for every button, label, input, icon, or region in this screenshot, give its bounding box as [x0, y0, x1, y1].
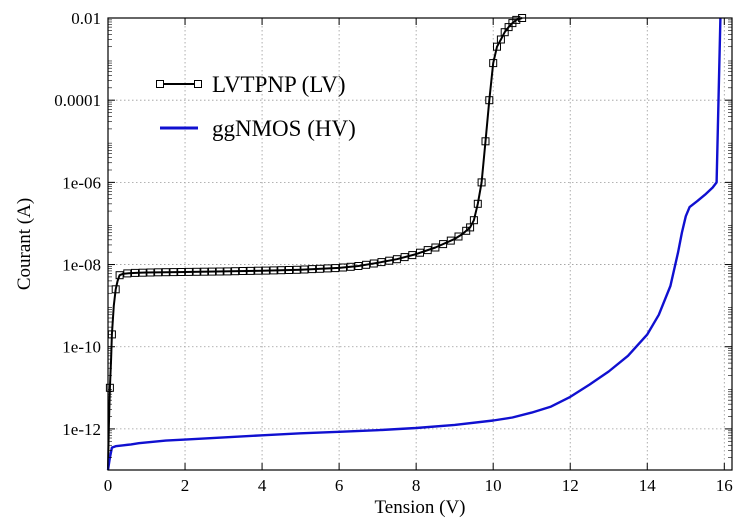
series-point-lvtpnp: [477, 178, 486, 187]
series-point-lvtpnp: [377, 258, 386, 267]
frame-layer: [107, 17, 733, 471]
x-axis-title: Tension (V): [374, 497, 465, 518]
series-point-lvtpnp: [439, 240, 448, 249]
series-point-lvtpnp: [485, 96, 494, 105]
series-point-lvtpnp: [105, 383, 114, 392]
x-tick-label: 10: [485, 476, 502, 495]
series-point-lvtpnp: [331, 264, 340, 273]
y-tick-label: 1e-06: [62, 173, 101, 192]
legend-label-lvtpnp: LVTPNP (LV): [212, 72, 346, 97]
x-tick-label: 4: [258, 476, 267, 495]
x-tick-label: 6: [335, 476, 344, 495]
series-point-lvtpnp: [131, 268, 139, 277]
x-tick-label: 0: [104, 476, 113, 495]
x-tick-label: 2: [181, 476, 190, 495]
series-point-lvtpnp: [238, 267, 247, 275]
series-point-lvtpnp: [454, 232, 463, 241]
series-point-lvtpnp: [123, 269, 132, 278]
series-point-lvtpnp: [115, 271, 124, 280]
x-tick-label: 16: [716, 476, 733, 495]
x-tick-label: 14: [639, 476, 657, 495]
series-point-lvtpnp: [489, 59, 498, 68]
series-point-lvtpnp: [323, 264, 332, 273]
series-point-lvtpnp: [385, 256, 394, 265]
y-tick-label: 0.01: [71, 9, 101, 28]
series-point-lvtpnp: [177, 268, 186, 276]
y-tick-label: 1e-08: [62, 256, 101, 275]
series-point-lvtpnp: [512, 15, 521, 24]
series-point-lvtpnp: [446, 236, 455, 245]
series-point-lvtpnp: [208, 267, 216, 276]
plot-frame: [107, 17, 733, 471]
legend-label-ggnmos: ggNMOS (HV): [212, 116, 356, 141]
series-point-lvtpnp: [308, 265, 317, 274]
series-point-lvtpnp: [473, 199, 482, 208]
y-tick-label: 1e-12: [62, 420, 101, 439]
tick-layer: 0 2 4 6 8 10 12 14 16 1e-12 1e-10 1e-08 1e-06 0.0001 0…: [54, 9, 733, 495]
legend-marker-lvtpnp: [194, 80, 202, 88]
series-point-lvtpnp: [277, 266, 286, 275]
series-point-lvtpnp: [254, 266, 263, 275]
series-point-lvtpnp: [154, 268, 163, 277]
series-point-lvtpnp: [231, 267, 240, 276]
series-point-lvtpnp: [161, 268, 170, 277]
series-point-lvtpnp: [285, 266, 293, 274]
series-point-lvtpnp: [339, 263, 347, 272]
series-point-lvtpnp: [200, 267, 209, 276]
series-point-lvtpnp: [269, 266, 278, 275]
series-point-lvtpnp: [184, 267, 193, 276]
y-tick-label: 0.0001: [54, 91, 101, 110]
series-point-lvtpnp: [169, 268, 178, 277]
series-line-ggnmos: [106, 17, 722, 471]
series-point-lvtpnp: [431, 243, 440, 252]
series-point-lvtpnp: [400, 253, 409, 262]
series-point-lvtpnp: [416, 248, 424, 257]
series-point-lvtpnp: [346, 262, 355, 271]
series-point-lvtpnp: [362, 260, 371, 269]
x-tick-label: 12: [562, 476, 579, 495]
series-point-lvtpnp: [315, 264, 324, 273]
y-axis-title: Courant (A): [14, 198, 35, 290]
series-line-lvtpnp: [107, 17, 523, 471]
series-point-lvtpnp: [146, 268, 155, 277]
legend: LVTPNP (LV) ggNMOS (HV): [156, 72, 356, 141]
series-layer: [105, 14, 722, 471]
grid: [108, 18, 732, 470]
series-point-lvtpnp: [111, 285, 120, 294]
series-point-lvtpnp: [408, 251, 417, 260]
series-point-lvtpnp: [246, 266, 255, 275]
series-point-lvtpnp: [369, 259, 378, 268]
y-tick-label: 1e-10: [62, 338, 101, 357]
series-point-lvtpnp: [423, 246, 432, 255]
series-point-lvtpnp: [261, 266, 270, 275]
series-point-lvtpnp: [392, 255, 401, 264]
x-tick-label: 8: [412, 476, 421, 495]
series-point-lvtpnp: [215, 267, 224, 276]
series-point-lvtpnp: [300, 265, 309, 274]
series-point-lvtpnp: [354, 262, 363, 270]
series-point-lvtpnp: [469, 216, 478, 225]
series-point-lvtpnp: [223, 267, 232, 276]
series-point-lvtpnp: [192, 267, 201, 276]
series-point-lvtpnp: [138, 268, 147, 277]
series-point-lvtpnp: [292, 265, 301, 274]
series-point-lvtpnp: [481, 137, 490, 146]
legend-marker-lvtpnp: [156, 80, 164, 88]
